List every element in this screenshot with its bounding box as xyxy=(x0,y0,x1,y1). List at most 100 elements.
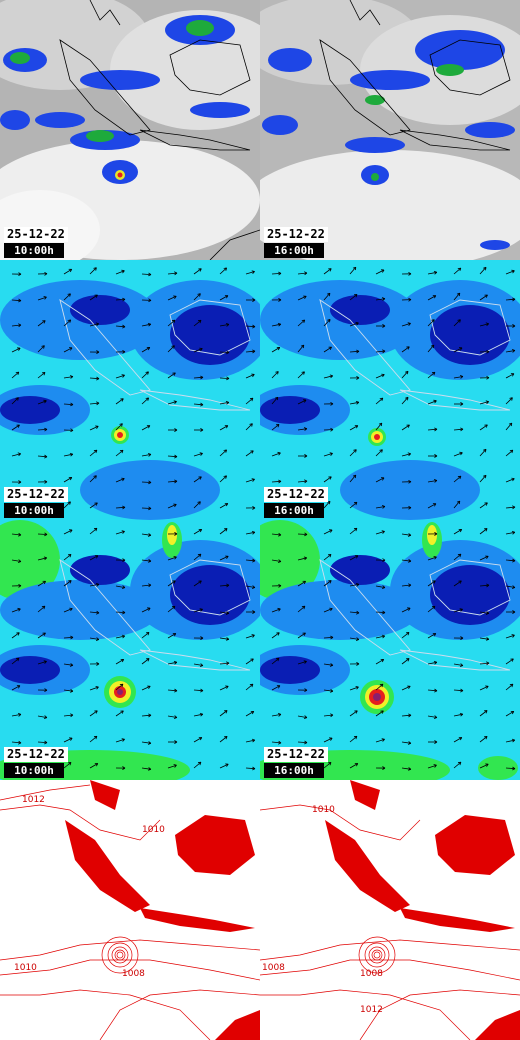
wind-arrow xyxy=(63,501,71,509)
wind-arrow-head xyxy=(512,560,516,563)
wind-arrow-head xyxy=(278,714,282,717)
wind-arrow xyxy=(245,450,254,457)
wind-arrow-head xyxy=(486,556,489,560)
wind-arrow xyxy=(245,271,255,275)
wind-arrow-head xyxy=(460,402,464,405)
wind-arrow xyxy=(479,584,490,587)
wind-arrow-head xyxy=(457,319,461,321)
wind-arrow-head xyxy=(382,612,386,615)
wind-arrow-head xyxy=(44,296,47,300)
wind-arrow xyxy=(479,662,490,665)
wind-arrow xyxy=(271,424,280,431)
wind-arrow-head xyxy=(512,325,516,328)
wind-arrow-head xyxy=(121,423,123,427)
wind-arrow xyxy=(167,556,177,561)
wind-arrow-head xyxy=(252,271,255,274)
wind-arrow xyxy=(427,633,436,639)
wind-arrow xyxy=(453,608,463,613)
wind-arrow xyxy=(271,685,281,691)
wind-arrow xyxy=(63,554,72,561)
wind-arrow xyxy=(271,273,282,275)
wind-arrow-head xyxy=(173,372,176,376)
wind-arrow-head xyxy=(300,344,304,347)
wind-arrow xyxy=(349,527,358,535)
wind-arrow-head xyxy=(330,637,334,640)
wind-arrow xyxy=(219,402,229,405)
wind-arrow-head xyxy=(96,662,100,665)
wind-arrow-head xyxy=(199,762,202,766)
wind-arrow-head xyxy=(408,505,412,509)
wind-arrow-head xyxy=(355,400,359,403)
wind-arrow-head xyxy=(381,449,383,453)
wind-arrow xyxy=(505,683,514,691)
isobar-label: 1008 xyxy=(122,969,145,979)
wind-arrow-head xyxy=(382,325,386,328)
wind-arrow-head xyxy=(251,684,254,688)
wind-arrow-head xyxy=(330,635,334,638)
wind-arrow xyxy=(219,475,227,483)
wind-arrow xyxy=(349,686,359,691)
wind-arrow-head xyxy=(303,319,306,324)
wind-arrow xyxy=(323,554,332,561)
wind-arrow xyxy=(89,555,99,561)
wind-arrow-head xyxy=(356,637,360,640)
wind-arrow xyxy=(505,531,515,535)
wind-arrow xyxy=(167,661,177,665)
wind-arrow xyxy=(115,398,124,405)
wind-arrow xyxy=(427,689,438,692)
wind-arrow-head xyxy=(459,762,462,766)
wind-arrow xyxy=(479,475,487,483)
wind-arrow-head xyxy=(278,273,282,276)
wind-arrow xyxy=(115,659,124,665)
wind-arrow-head xyxy=(96,378,100,381)
wind-arrow xyxy=(167,689,178,692)
wind-arrow-head xyxy=(199,529,203,533)
wind-arrow-head xyxy=(70,737,73,741)
wind-arrow-head xyxy=(252,610,256,613)
wind-arrow-head xyxy=(433,479,438,481)
wind-arrow-head xyxy=(197,293,201,295)
wind-arrow-head xyxy=(173,717,178,719)
wind-arrow xyxy=(245,711,255,717)
wind-arrow-head xyxy=(432,345,435,349)
wind-arrow-head xyxy=(69,580,72,584)
wind-arrow-head xyxy=(407,322,411,324)
wind-arrow xyxy=(141,481,152,483)
wind-arrow-head xyxy=(382,350,386,354)
wind-arrow xyxy=(505,270,515,275)
wind-arrow-head xyxy=(173,580,176,584)
wind-arrow-head xyxy=(356,763,359,767)
wind-arrow-head xyxy=(486,584,490,588)
wind-arrow xyxy=(37,580,46,587)
wind-arrow xyxy=(323,476,332,483)
wind-arrow-head xyxy=(459,476,462,480)
wind-arrow-head xyxy=(509,683,513,686)
wind-arrow-head xyxy=(145,397,149,399)
wind-arrow-head xyxy=(18,481,22,484)
wind-arrow-head xyxy=(69,477,73,481)
wind-arrow xyxy=(167,480,178,483)
wind-arrow-head xyxy=(408,271,412,275)
wind-arrow xyxy=(401,685,411,691)
wind-arrow-head xyxy=(330,663,334,666)
wind-arrow xyxy=(427,319,435,327)
date-label: 25-12-22 xyxy=(4,747,68,762)
wind-arrow-head xyxy=(460,663,464,666)
wind-arrow-head xyxy=(457,267,461,269)
date-label: 25-12-22 xyxy=(264,747,328,762)
wind-arrow-head xyxy=(200,637,204,640)
wind-arrow-head xyxy=(96,610,100,614)
wind-arrow xyxy=(245,739,255,743)
wind-arrow xyxy=(479,294,488,301)
wind-arrow xyxy=(375,477,385,483)
wind-arrow-head xyxy=(70,635,74,638)
wind-arrow xyxy=(271,452,281,457)
wind-arrow xyxy=(375,397,384,405)
wind-arrow-head xyxy=(148,425,151,429)
wind-arrow-head xyxy=(148,558,152,562)
wind-arrow xyxy=(323,689,333,692)
satellite-map xyxy=(0,0,260,260)
wind-arrow-head xyxy=(226,662,230,666)
wind-arrow-head xyxy=(408,714,412,718)
wind-arrow-head xyxy=(69,762,72,766)
